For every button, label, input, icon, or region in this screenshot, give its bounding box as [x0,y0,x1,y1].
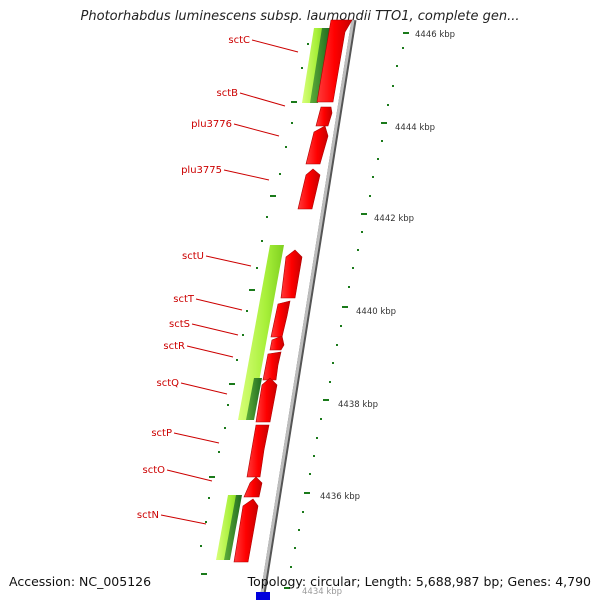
kbp-label: 4438 kbp [338,400,378,410]
kbp-label: 4444 kbp [395,123,435,133]
gene-leader-lines [160,39,299,525]
kbp-label: 4436 kbp [320,492,360,502]
gene-label: plu3775 [181,165,222,176]
gene-label: sctB [217,88,239,99]
kbp-label: 4440 kbp [356,307,396,317]
gene-label: sctO [143,465,166,476]
kbp-labels: 4446 kbp 4444 kbp 4442 kbp 4440 kbp 4438… [302,30,455,597]
gene-labels: sctC sctB plu3776 plu3775 sctU sctT sctS… [137,35,250,521]
gene-label: sctR [163,341,185,352]
backbone [259,19,355,600]
gene-label: sctP [151,428,172,439]
kbp-label: 4434 kbp [302,587,342,597]
kbp-label: 4442 kbp [374,214,414,224]
map-title: Photorhabdus luminescens subsp. laumondi… [80,9,520,24]
inner-ticks [200,43,309,575]
gene-label: sctC [228,35,250,46]
other-feature [256,592,270,600]
kbp-label: 4446 kbp [415,30,455,40]
outer-ticks [284,32,409,589]
cds-features [233,19,353,563]
gene-label: sctU [182,251,204,262]
gene-label: sctT [173,294,195,305]
gene-label: sctS [169,319,190,330]
gene-label: sctN [137,510,159,521]
blast-hit-bands [216,28,330,560]
accession-text: Accession: NC_005126 [9,574,152,589]
gene-label: plu3776 [191,119,232,130]
gene-label: sctQ [157,378,180,389]
genome-summary-text: Topology: circular; Length: 5,688,987 bp… [247,574,591,589]
